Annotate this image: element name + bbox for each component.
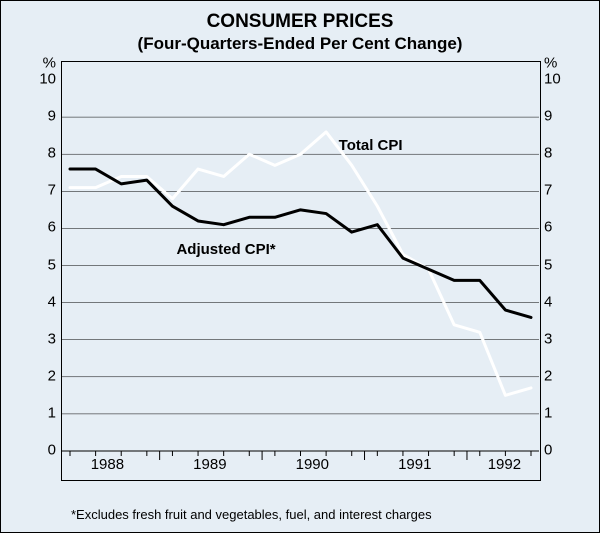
- ytick-left: 9: [48, 108, 56, 125]
- ytick-right: 8: [544, 145, 552, 162]
- y-unit-label: %: [43, 55, 56, 72]
- ytick-right: 1: [544, 404, 552, 421]
- ytick-left: 3: [48, 330, 56, 347]
- ytick-left: 6: [48, 219, 56, 236]
- y-unit-label: %: [544, 55, 557, 72]
- ytick-left: 5: [48, 256, 56, 273]
- ytick-right: 6: [544, 219, 552, 236]
- ytick-left: 10: [39, 71, 56, 88]
- chart-title: CONSUMER PRICES: [1, 11, 599, 33]
- series-label-adjusted-cpi: Adjusted CPI*: [176, 241, 275, 258]
- ytick-left: 0: [48, 442, 56, 459]
- ytick-right: 10: [544, 71, 561, 88]
- ytick-right: 3: [544, 330, 552, 347]
- xtick-year: 1989: [193, 456, 226, 473]
- plot-area: Total CPI Adjusted CPI*: [61, 61, 541, 481]
- ytick-left: 8: [48, 145, 56, 162]
- xtick-year: 1992: [488, 456, 521, 473]
- ytick-left: 7: [48, 182, 56, 199]
- ytick-left: 1: [48, 404, 56, 421]
- ytick-right: 2: [544, 367, 552, 384]
- series-label-total-cpi: Total CPI: [339, 137, 403, 154]
- ytick-left: 4: [48, 293, 56, 310]
- ytick-left: 2: [48, 367, 56, 384]
- ytick-right: 4: [544, 293, 552, 310]
- xtick-year: 1991: [398, 456, 431, 473]
- xtick-year: 1990: [296, 456, 329, 473]
- chart-subtitle: (Four-Quarters-Ended Per Cent Change): [1, 34, 599, 54]
- chart-container: CONSUMER PRICES (Four-Quarters-Ended Per…: [0, 0, 600, 533]
- plot-svg: [62, 62, 539, 479]
- ytick-right: 5: [544, 256, 552, 273]
- ytick-right: 0: [544, 442, 552, 459]
- xtick-year: 1988: [91, 456, 124, 473]
- ytick-right: 9: [544, 108, 552, 125]
- footnote: *Excludes fresh fruit and vegetables, fu…: [71, 507, 432, 522]
- ytick-right: 7: [544, 182, 552, 199]
